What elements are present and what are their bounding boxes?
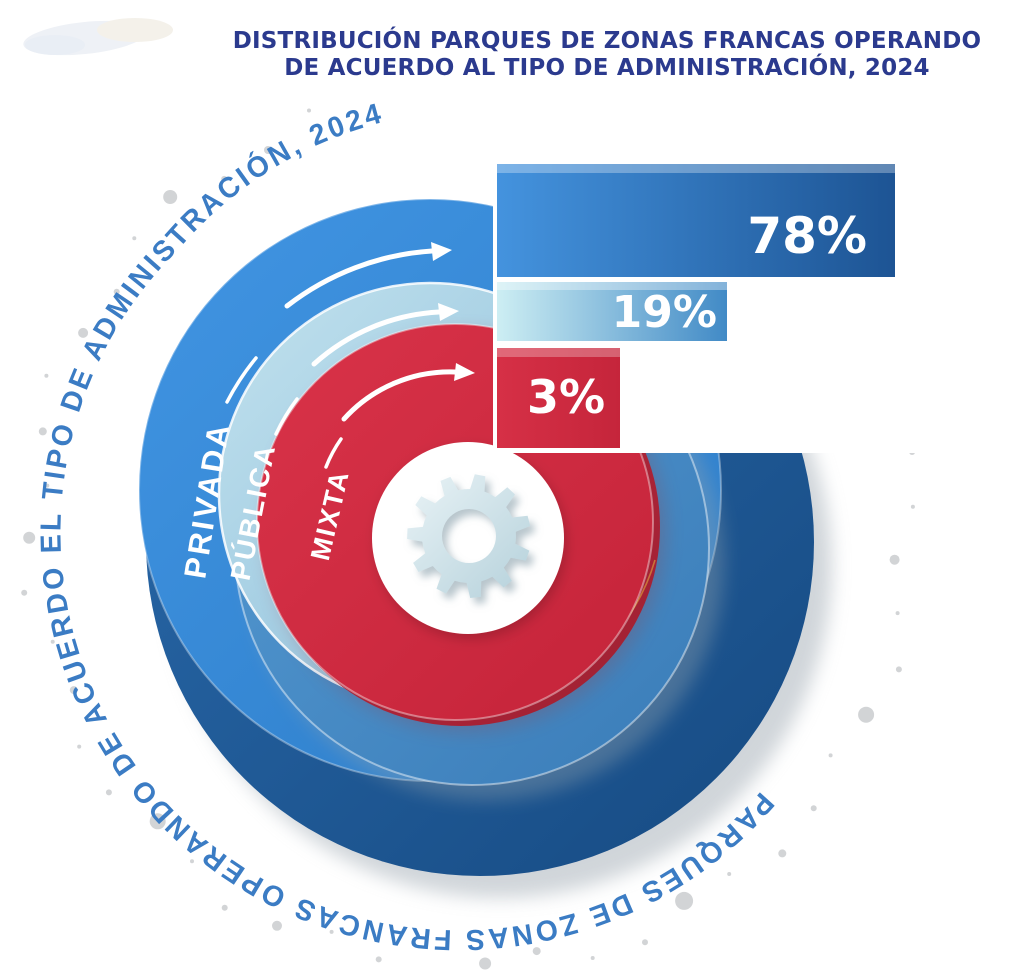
dot xyxy=(895,611,900,616)
arrow-mixta xyxy=(341,369,458,422)
dot xyxy=(21,589,28,596)
dot xyxy=(78,327,89,338)
dot xyxy=(675,891,694,910)
gear-icon xyxy=(407,474,531,598)
center-circle xyxy=(372,442,564,634)
dot xyxy=(778,849,787,858)
dot xyxy=(105,789,112,796)
arrowhead-privada-icon xyxy=(431,242,452,261)
dot xyxy=(479,957,492,970)
dot xyxy=(375,956,382,963)
leader-dash-privada xyxy=(225,356,258,404)
leader-dash-mixta xyxy=(324,437,343,469)
dot xyxy=(264,146,272,154)
title-line-2: DE ACUERDO AL TIPO DE ADMINISTRACIÓN, 20… xyxy=(284,53,929,81)
dot xyxy=(69,686,78,695)
dot xyxy=(895,666,902,673)
arrows-group xyxy=(225,242,475,469)
dot xyxy=(307,108,311,113)
arrowhead-mixta-icon xyxy=(454,363,475,381)
bars-group: 78% 19% 3% xyxy=(497,164,895,448)
dot xyxy=(727,872,732,876)
dot xyxy=(77,744,82,749)
bar-publica: 19% xyxy=(497,282,727,341)
dot xyxy=(44,373,49,378)
dot xyxy=(163,190,178,204)
bar-value-mixta: 3% xyxy=(527,370,605,424)
watermark-smudge xyxy=(23,18,173,56)
dot xyxy=(272,920,282,931)
dot xyxy=(910,504,915,509)
dot xyxy=(532,947,541,956)
dot xyxy=(50,639,55,644)
dot xyxy=(38,427,47,436)
dot xyxy=(132,236,137,241)
dot xyxy=(858,706,875,723)
bar-mixta: 3% xyxy=(497,348,620,448)
dot xyxy=(642,939,648,946)
leader-dash-publica xyxy=(274,397,299,436)
dot xyxy=(45,483,50,488)
dot xyxy=(149,813,166,830)
dot xyxy=(190,859,194,864)
bar-privada: 78% xyxy=(497,164,895,277)
bar-value-publica: 19% xyxy=(612,287,717,338)
arrow-privada xyxy=(284,248,435,309)
dot xyxy=(23,531,36,544)
page-title: DISTRIBUCIÓN PARQUES DE ZONAS FRANCAS OP… xyxy=(233,26,982,81)
dot xyxy=(810,805,817,812)
dot xyxy=(221,904,228,911)
dot-ring-decoration xyxy=(21,108,916,970)
bar-value-privada: 78% xyxy=(747,207,867,265)
dot xyxy=(329,929,334,934)
dot xyxy=(889,554,900,565)
arrowhead-publica-icon xyxy=(438,303,459,321)
dot xyxy=(828,753,833,758)
dot xyxy=(113,288,120,295)
dot xyxy=(221,175,228,182)
dot xyxy=(590,956,595,960)
title-line-1: DISTRIBUCIÓN PARQUES DE ZONAS FRANCAS OP… xyxy=(233,26,982,54)
arrow-publica xyxy=(311,309,442,367)
